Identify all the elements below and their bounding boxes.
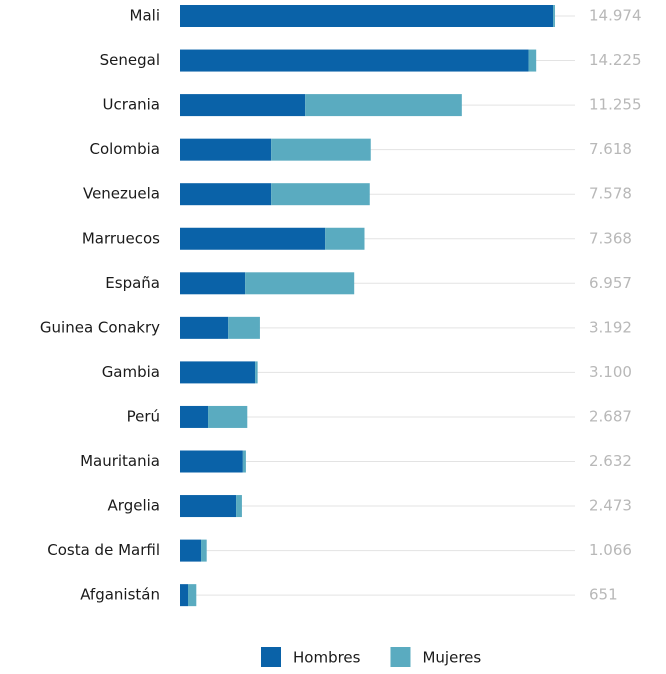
total-label: 3.192: [589, 318, 632, 336]
bar-segment: [180, 227, 326, 250]
bar-segment: [201, 539, 207, 562]
category-label: Mali: [130, 7, 160, 25]
bar-segment: [255, 361, 258, 384]
bar-segment: [305, 94, 462, 117]
category-label: Ucrania: [103, 96, 160, 114]
total-label: 14.225: [589, 51, 642, 69]
bar-segment: [271, 183, 370, 206]
bar-segment: [245, 272, 355, 295]
total-label: 1.066: [589, 541, 632, 559]
bar-segment: [180, 539, 202, 562]
category-label: Costa de Marfil: [47, 541, 160, 559]
category-label: Senegal: [100, 51, 160, 69]
legend-label: Hombres: [293, 649, 361, 667]
bar-segment: [180, 138, 272, 161]
legend-swatch: [261, 647, 281, 667]
bar-segment: [180, 183, 272, 206]
bar-segment: [208, 405, 248, 428]
bar-segment: [180, 495, 237, 518]
bar-segment: [180, 316, 229, 339]
total-label: 7.578: [589, 185, 632, 203]
category-label: Argelia: [108, 497, 160, 515]
bar-segment: [180, 450, 243, 473]
total-label: 2.473: [589, 497, 632, 515]
category-label: Guinea Conakry: [40, 318, 160, 336]
bar-segment: [242, 450, 246, 473]
legend-swatch: [390, 647, 411, 667]
bar-segment: [180, 361, 256, 384]
total-label: 11.255: [589, 96, 642, 114]
bar-segment: [180, 272, 246, 295]
category-label: Perú: [127, 407, 160, 425]
bar-segment: [228, 316, 260, 339]
bar-segment: [271, 138, 371, 161]
category-label: Gambia: [102, 363, 160, 381]
category-label: Afganistán: [80, 586, 160, 604]
total-label: 14.974: [589, 7, 642, 25]
total-label: 7.618: [589, 140, 632, 158]
total-label: 7.368: [589, 229, 632, 247]
bar-segment: [180, 584, 189, 607]
bar-segment: [180, 49, 529, 72]
bar-segment: [180, 5, 554, 27]
legend-label: Mujeres: [422, 649, 481, 667]
bar-segment: [180, 405, 209, 428]
total-label: 651: [589, 586, 618, 604]
total-label: 6.957: [589, 274, 632, 292]
category-label: Venezuela: [83, 185, 160, 203]
total-label: 2.632: [589, 452, 632, 470]
bar-segment: [180, 94, 306, 117]
bar-segment: [528, 49, 537, 72]
category-label: Marruecos: [82, 229, 160, 247]
bar-segment: [236, 495, 242, 518]
total-label: 2.687: [589, 407, 632, 425]
bar-segment: [188, 584, 197, 607]
category-label: Colombia: [90, 140, 161, 158]
bar-segment: [325, 227, 365, 250]
category-label: España: [105, 274, 160, 292]
bar-segment: [553, 5, 555, 27]
total-label: 3.100: [589, 363, 632, 381]
category-label: Mauritania: [80, 452, 160, 470]
